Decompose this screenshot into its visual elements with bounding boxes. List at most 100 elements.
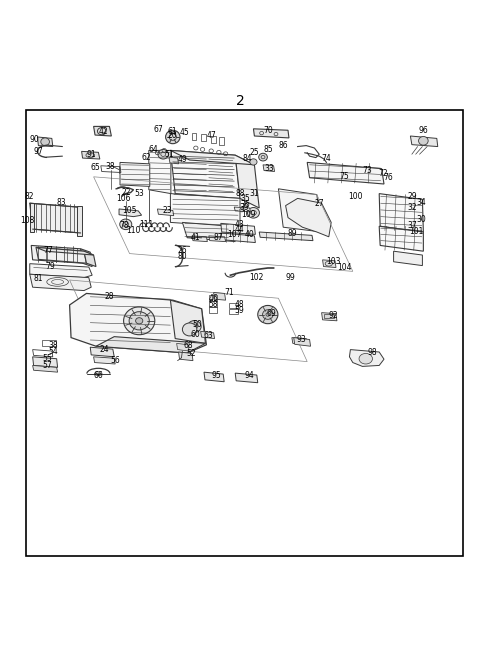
Polygon shape [323,260,336,268]
Ellipse shape [263,310,273,319]
Text: 61: 61 [167,127,177,136]
Text: 72: 72 [378,169,388,178]
Ellipse shape [266,313,270,316]
Text: 99: 99 [286,273,295,281]
Text: 97: 97 [34,148,43,156]
Text: 38: 38 [48,341,58,350]
Text: 103: 103 [326,257,341,266]
Polygon shape [30,264,92,277]
Text: 44: 44 [234,224,244,234]
Polygon shape [96,337,205,353]
Text: 104: 104 [337,263,352,272]
Text: 58: 58 [209,300,218,309]
Text: 75: 75 [340,173,349,181]
Polygon shape [94,127,111,136]
Polygon shape [182,222,235,241]
Text: 64: 64 [149,146,158,154]
Polygon shape [81,249,92,266]
Text: 62: 62 [142,153,151,161]
Text: 38: 38 [106,162,115,171]
Polygon shape [221,233,255,243]
Text: 86: 86 [278,141,288,150]
Text: 53: 53 [134,189,144,198]
FancyBboxPatch shape [30,203,34,232]
Ellipse shape [120,219,132,230]
Text: 45: 45 [180,128,190,137]
Text: 65: 65 [90,163,100,172]
Text: 90: 90 [30,135,39,144]
Polygon shape [204,372,224,382]
Polygon shape [119,209,142,216]
Ellipse shape [41,138,49,146]
Text: 96: 96 [419,126,428,134]
Text: 24: 24 [100,345,109,354]
Polygon shape [33,357,58,367]
Polygon shape [157,209,174,216]
Text: 82: 82 [24,192,34,201]
Ellipse shape [359,354,372,364]
Text: 57: 57 [42,361,52,371]
Text: 22: 22 [121,188,131,197]
Polygon shape [286,198,331,237]
Polygon shape [36,247,86,263]
Text: 109: 109 [241,210,256,218]
Text: 81: 81 [34,274,43,283]
Text: 37: 37 [407,221,417,230]
Polygon shape [84,251,96,266]
Text: 87: 87 [214,234,223,242]
Text: 94: 94 [245,371,254,380]
Text: 29: 29 [407,192,417,201]
Text: 34: 34 [417,197,426,207]
Ellipse shape [95,372,102,375]
Text: 41: 41 [191,234,201,242]
Text: 108: 108 [21,216,35,225]
Text: 25: 25 [250,148,259,157]
Text: 56: 56 [110,356,120,365]
Text: 26: 26 [178,246,187,255]
Text: 69: 69 [266,309,276,318]
Polygon shape [278,189,322,232]
Text: 95: 95 [211,371,221,380]
Polygon shape [201,331,215,338]
Text: 83: 83 [57,197,66,207]
Polygon shape [30,274,91,291]
Text: 55: 55 [42,354,52,363]
Text: 71: 71 [225,289,234,297]
Polygon shape [235,155,259,208]
Text: 78: 78 [119,221,129,230]
Text: 92: 92 [329,310,338,319]
Text: 30: 30 [417,215,426,224]
Ellipse shape [258,306,278,323]
Text: 68: 68 [183,341,193,350]
Text: 31: 31 [250,189,259,197]
Text: 79: 79 [46,262,55,271]
Ellipse shape [86,153,95,157]
Ellipse shape [135,318,143,324]
Polygon shape [170,150,240,198]
Text: 20: 20 [167,131,177,140]
Polygon shape [259,232,313,241]
Text: 93: 93 [297,335,306,344]
Text: 106: 106 [117,194,131,203]
Text: 2: 2 [236,94,244,108]
Text: 76: 76 [383,173,393,182]
Ellipse shape [129,312,149,330]
Text: 77: 77 [43,246,53,255]
Ellipse shape [182,323,197,336]
Text: 59: 59 [234,306,244,315]
Polygon shape [90,347,114,357]
Polygon shape [169,157,179,164]
Text: 85: 85 [264,145,274,154]
Polygon shape [70,293,206,353]
Text: 23: 23 [162,206,172,215]
Polygon shape [322,313,337,321]
Polygon shape [120,163,150,186]
Polygon shape [379,194,423,232]
Text: 51: 51 [164,150,174,159]
Ellipse shape [188,321,201,333]
Text: 35: 35 [240,194,250,203]
Text: 50: 50 [192,319,202,329]
Polygon shape [33,365,58,372]
Text: 67: 67 [154,125,163,134]
Polygon shape [221,223,255,234]
